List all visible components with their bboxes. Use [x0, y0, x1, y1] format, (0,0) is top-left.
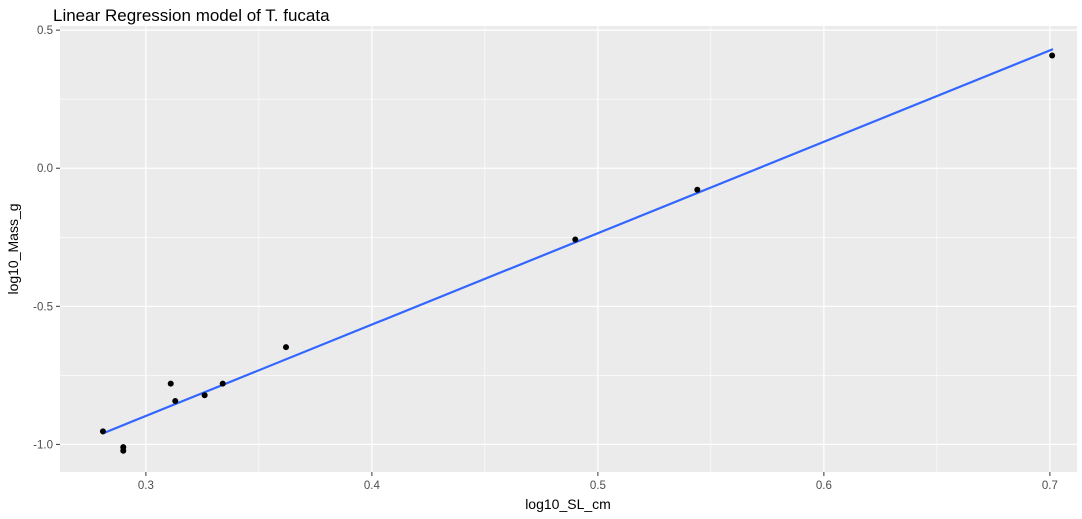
x-tick-label: 0.7	[1042, 480, 1058, 492]
x-axis-title: log10_SL_cm	[525, 496, 611, 512]
x-tick-label: 0.6	[816, 480, 832, 492]
data-point	[99, 428, 106, 435]
y-tick-label: 0.5	[37, 25, 53, 37]
y-axis-ticks: -1.0 -0.5 0.0 0.5	[33, 25, 60, 451]
panel-background	[60, 26, 1077, 472]
y-axis-title: log10_Mass_g	[5, 203, 21, 294]
y-tick-label: -1.0	[33, 439, 53, 451]
chart-title: Linear Regression model of T. fucata	[53, 6, 330, 25]
x-axis-ticks: 0.3 0.4 0.5 0.6 0.7	[138, 472, 1058, 492]
data-point	[1049, 52, 1056, 59]
data-point	[572, 236, 579, 243]
x-tick-label: 0.4	[364, 480, 381, 492]
x-tick-label: 0.3	[138, 480, 154, 492]
y-tick-label: 0.0	[37, 163, 53, 175]
data-point	[167, 380, 174, 387]
data-point	[201, 392, 208, 399]
major-gridlines	[60, 26, 1077, 472]
y-tick-label: -0.5	[33, 301, 53, 313]
data-point	[172, 398, 179, 405]
data-point	[219, 380, 226, 387]
x-tick-label: 0.5	[590, 480, 606, 492]
minor-gridlines	[60, 26, 1077, 472]
data-point	[283, 344, 289, 351]
data-points-layer	[99, 52, 1056, 454]
data-point	[694, 186, 701, 193]
data-point	[120, 447, 127, 454]
